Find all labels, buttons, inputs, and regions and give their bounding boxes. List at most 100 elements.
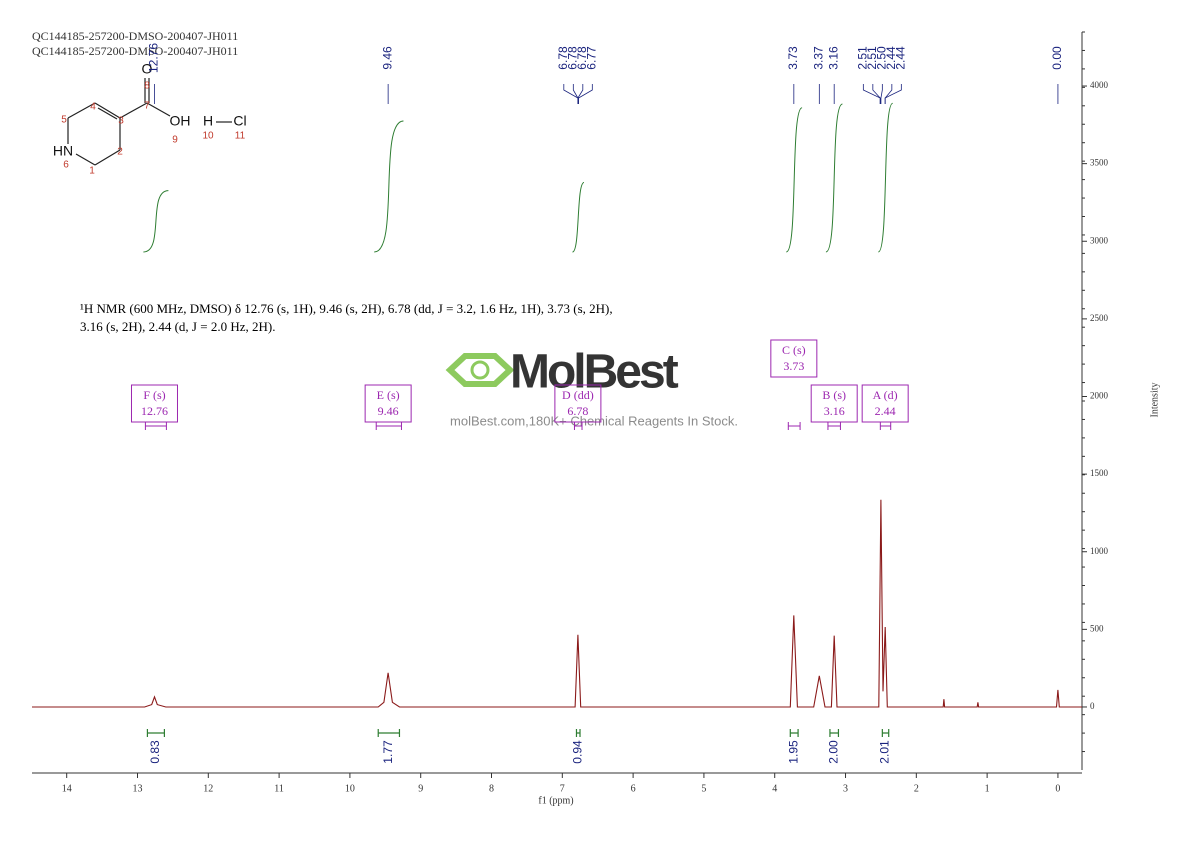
description-line: ¹H NMR (600 MHz, DMSO) δ 12.76 (s, 1H), …: [80, 301, 613, 316]
peak-label: 12.76: [147, 43, 161, 73]
bond: [94, 102, 121, 119]
integral-bracket: [829, 729, 840, 737]
atom-number: 11: [235, 131, 246, 142]
logo-icon: [470, 360, 490, 380]
spectrum-line: [32, 499, 1082, 708]
multiplet-bracket: [827, 422, 841, 430]
multiplet-shift: 6.78: [567, 404, 588, 418]
description-line: 3.16 (s, 2H), 2.44 (d, J = 2.0 Hz, 2H).: [80, 319, 275, 334]
x-tick-label: 9: [418, 783, 423, 794]
bond: [67, 102, 96, 119]
bond: [94, 149, 121, 166]
x-tick-label: 13: [132, 783, 142, 794]
watermark: MolBest molBest.com,180K+ Chemical Reage…: [445, 346, 738, 428]
logo-icon: [445, 353, 515, 387]
atom-number: 7: [144, 101, 150, 112]
peak-pointer: [884, 84, 902, 104]
atom-number: 8: [144, 81, 150, 92]
y-axis-label: Intensity: [1149, 383, 1160, 418]
multiplet-shift: 3.73: [783, 359, 804, 373]
multiplet-label: B (s): [822, 388, 846, 402]
multiplet-box: [554, 384, 602, 423]
peak-pointer: [880, 84, 883, 104]
x-tick-label: 6: [631, 783, 636, 794]
peak-label: 6.78: [565, 46, 579, 70]
integral-bracket: [881, 729, 890, 737]
x-axis-label: f1 (ppm): [538, 795, 573, 806]
peak-pointer: [884, 84, 893, 104]
watermark-tagline: molBest.com,180K+ Chemical Reagents In S…: [450, 413, 738, 428]
header-line: QC144185-257200-DMSO-200407-JH011: [32, 29, 238, 43]
peak-label: 2.51: [856, 46, 870, 70]
atom-label: O: [142, 61, 153, 77]
y-tick-label: 3500: [1090, 158, 1109, 168]
atom-label: H: [203, 113, 213, 129]
atom-number: 3: [118, 116, 124, 127]
multiplet-label: E (s): [377, 388, 400, 402]
peak-label: 6.78: [556, 46, 570, 70]
multiplet-bracket: [573, 422, 583, 430]
multiplet-label: D (dd): [562, 388, 594, 402]
peak-pointer: [578, 84, 593, 104]
multiplet-box: [861, 384, 909, 423]
x-tick-label: 12: [203, 783, 213, 794]
bond: [119, 102, 148, 119]
integral-curve: [374, 120, 404, 253]
integral-label: 1.77: [381, 740, 395, 764]
peak-label: 3.16: [826, 46, 840, 70]
structure: [67, 78, 232, 166]
multiplet-box: [364, 384, 412, 423]
logo-text: MolBest: [510, 346, 679, 399]
x-tick-label: 7: [560, 783, 565, 794]
multiplet-label: A (d): [873, 388, 898, 402]
integral-curve: [825, 103, 843, 253]
atom-number: 5: [61, 115, 67, 126]
atom-number: 10: [202, 131, 214, 142]
integral-bracket: [146, 729, 166, 737]
integral-curve: [143, 190, 169, 253]
multiplet-box: [810, 384, 858, 423]
atom-number: 6: [63, 160, 69, 171]
y-tick-label: 1000: [1090, 546, 1109, 556]
multiplet-shift: 3.16: [824, 404, 845, 418]
integral-bracket: [377, 729, 401, 737]
multiplet-bracket: [879, 422, 892, 430]
peak-label: 9.46: [380, 46, 394, 70]
x-tick-label: 10: [345, 783, 355, 794]
atom-number: 1: [89, 166, 95, 177]
multiplet-box: [130, 384, 178, 423]
bond: [97, 107, 118, 120]
peak-label: 3.73: [786, 46, 800, 70]
peak-pointer: [862, 84, 881, 104]
atom-label: Cl: [233, 113, 246, 129]
peak-label: 2.51: [865, 46, 879, 70]
peak-label: 2.44: [884, 46, 898, 70]
integral-label: 2.01: [878, 740, 892, 764]
y-tick-label: 500: [1090, 623, 1104, 633]
multiplet-shift: 2.44: [875, 404, 896, 418]
integral-curve: [877, 102, 894, 253]
x-tick-label: 1: [985, 783, 990, 794]
peak-pointer: [872, 84, 881, 104]
x-tick-label: 8: [489, 783, 494, 794]
x-tick-label: 3: [843, 783, 848, 794]
multiplet-bracket: [375, 422, 402, 430]
integral-curve: [785, 107, 803, 253]
x-tick-label: 0: [1055, 783, 1060, 794]
peak-label: 2.44: [894, 46, 908, 70]
multiplet-box: [770, 339, 818, 378]
atom-number: 2: [117, 147, 123, 158]
x-tick-label: 2: [914, 783, 919, 794]
x-tick-label: 4: [772, 783, 777, 794]
peak-label: 6.78: [575, 46, 589, 70]
y-tick-label: 0: [1090, 701, 1095, 711]
integral-label: 0.83: [148, 740, 162, 764]
multiplet-label: C (s): [782, 343, 806, 357]
integral-curve: [571, 181, 585, 253]
bond: [75, 153, 96, 166]
peak-label: 2.50: [875, 46, 889, 70]
x-tick-label: 11: [274, 783, 284, 794]
multiplet-shift: 12.76: [141, 404, 168, 418]
